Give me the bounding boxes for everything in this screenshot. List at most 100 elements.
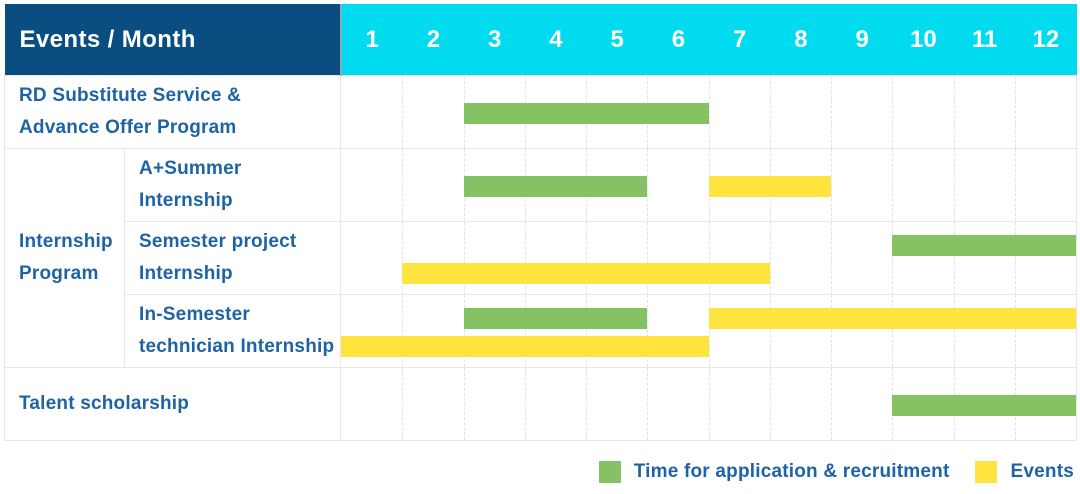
month-gridline: [892, 76, 894, 148]
month-gridline: [524, 295, 526, 367]
month-header-cell: 7: [732, 25, 747, 53]
month-gridline: [524, 368, 526, 440]
month-gridline: [402, 76, 404, 148]
month-header-cell: 3: [487, 25, 502, 53]
month-gridline: [1014, 222, 1016, 294]
month-gridline: [892, 222, 894, 294]
row-label-line: In-Semester: [139, 304, 250, 325]
month-gridline: [647, 368, 649, 440]
month-header-cell: 11: [971, 25, 998, 53]
month-gridline: [463, 295, 465, 367]
gantt-bar-event: [402, 263, 770, 284]
row-label: Talent scholarship: [4, 367, 341, 441]
month-gridline: [463, 368, 465, 440]
month-gridline: [586, 222, 587, 294]
row-grid: [340, 367, 1077, 441]
month-gridline: [586, 295, 587, 367]
month-gridline: [708, 222, 710, 294]
gantt-bar-application: [463, 308, 648, 329]
legend-item-application: Time for application & recruitment: [598, 461, 950, 483]
row-grid: [340, 75, 1077, 149]
month-header-row: 1 2 3 4 5 6 7 8 9 10 11 12: [342, 4, 1077, 75]
month-gridline: [831, 222, 832, 294]
month-gridline: [708, 76, 710, 148]
month-gridline: [402, 295, 404, 367]
month-gridline: [708, 368, 710, 440]
table-row: Talent scholarship: [4, 367, 1077, 441]
month-header-cell: 9: [855, 25, 869, 53]
gantt-bar-event: [341, 336, 709, 357]
month-gridline: [647, 295, 649, 367]
month-gridline: [524, 222, 526, 294]
month-gridline: [402, 222, 404, 294]
application-color-swatch-icon: [598, 461, 621, 483]
gantt-bar-application: [463, 176, 648, 197]
table-row: Internship Program A+Summer Internship: [4, 148, 1077, 368]
month-gridline: [831, 149, 832, 221]
table-row: In-Semester technician Internship: [5, 294, 1077, 368]
month-gridline: [953, 222, 955, 294]
gantt-bar-application: [892, 235, 1076, 256]
month-gridline: [769, 222, 771, 294]
gantt-body: RD Substitute Service & Advance Offer Pro…: [4, 75, 1077, 441]
row-label: A+Summer Internship: [124, 148, 341, 222]
row-label-line: Semester project: [139, 231, 297, 252]
month-gridline: [708, 295, 710, 367]
month-gridline: [953, 295, 955, 367]
month-gridline: [769, 76, 771, 148]
month-gridline: [1014, 149, 1016, 221]
gantt-bar-event: [708, 176, 831, 197]
month-gridline: [463, 222, 465, 294]
month-gridline: [769, 368, 771, 440]
row-label-line: A+Summer: [139, 158, 242, 179]
month-header-cell: 5: [610, 25, 624, 53]
legend-label-application: Time for application & recruitment: [633, 461, 950, 482]
table-row: Semester project Internship: [5, 221, 1077, 295]
month-gridline: [953, 149, 955, 221]
group-label: Internship Program: [4, 148, 125, 368]
month-gridline: [402, 149, 404, 221]
header-row: Events / Month 1 2 3 4 5 6 7 8 9 10 11 12: [4, 4, 1077, 76]
row-label-line: Internship: [139, 190, 233, 211]
month-header: 1 2 3 4 5 6 7 8 9 10 11 12: [339, 4, 1077, 76]
month-gridline: [586, 368, 587, 440]
row-label: Semester project Internship: [124, 221, 341, 295]
month-gridline: [647, 222, 649, 294]
table-row: RD Substitute Service & Advance Offer Pro…: [4, 75, 1077, 149]
month-gridline: [831, 76, 832, 148]
month-gridline: [769, 295, 771, 367]
month-gridline: [831, 368, 832, 440]
month-gridline: [1014, 76, 1016, 148]
legend: Time for application & recruitment Event…: [598, 461, 1074, 483]
gantt-table: Events / Month 1 2 3 4 5 6 7 8 9 10 11 12 RD Substi…: [4, 4, 1077, 441]
month-gridline: [892, 149, 894, 221]
table-header-events-month: Events / Month: [4, 4, 341, 76]
month-gridline: [953, 76, 955, 148]
row-label-line: Advance Offer Program: [19, 117, 237, 138]
month-header-cell: 1: [365, 25, 379, 53]
month-header-cell: 2: [426, 25, 441, 53]
month-header-cell: 12: [1032, 25, 1060, 53]
legend-item-events: Events: [975, 461, 1074, 483]
gantt-bar-application: [463, 103, 709, 124]
row-label-line: Talent scholarship: [19, 393, 190, 414]
row-label-line: RD Substitute Service &: [19, 85, 242, 106]
row-label-line: Internship: [139, 263, 233, 284]
month-gridline: [892, 295, 894, 367]
row-label: In-Semester technician Internship: [124, 294, 341, 368]
legend-label-events: Events: [1010, 461, 1074, 482]
gantt-bar-application: [892, 395, 1076, 416]
row-grid: [340, 148, 1077, 222]
month-header-cell: 10: [910, 25, 937, 53]
month-gridline: [831, 295, 832, 367]
month-header-cell: 4: [549, 25, 563, 53]
row-label-line: technician Internship: [139, 336, 335, 357]
month-gridline: [1014, 295, 1016, 367]
row-grid: [340, 294, 1077, 368]
group-label-line: Program: [19, 263, 99, 284]
month-header-cell: 8: [794, 25, 808, 53]
gantt-bar-event: [708, 308, 1076, 329]
month-gridline: [402, 368, 404, 440]
row-label: RD Substitute Service & Advance Offer Pro…: [4, 75, 341, 149]
month-gridline: [647, 149, 649, 221]
